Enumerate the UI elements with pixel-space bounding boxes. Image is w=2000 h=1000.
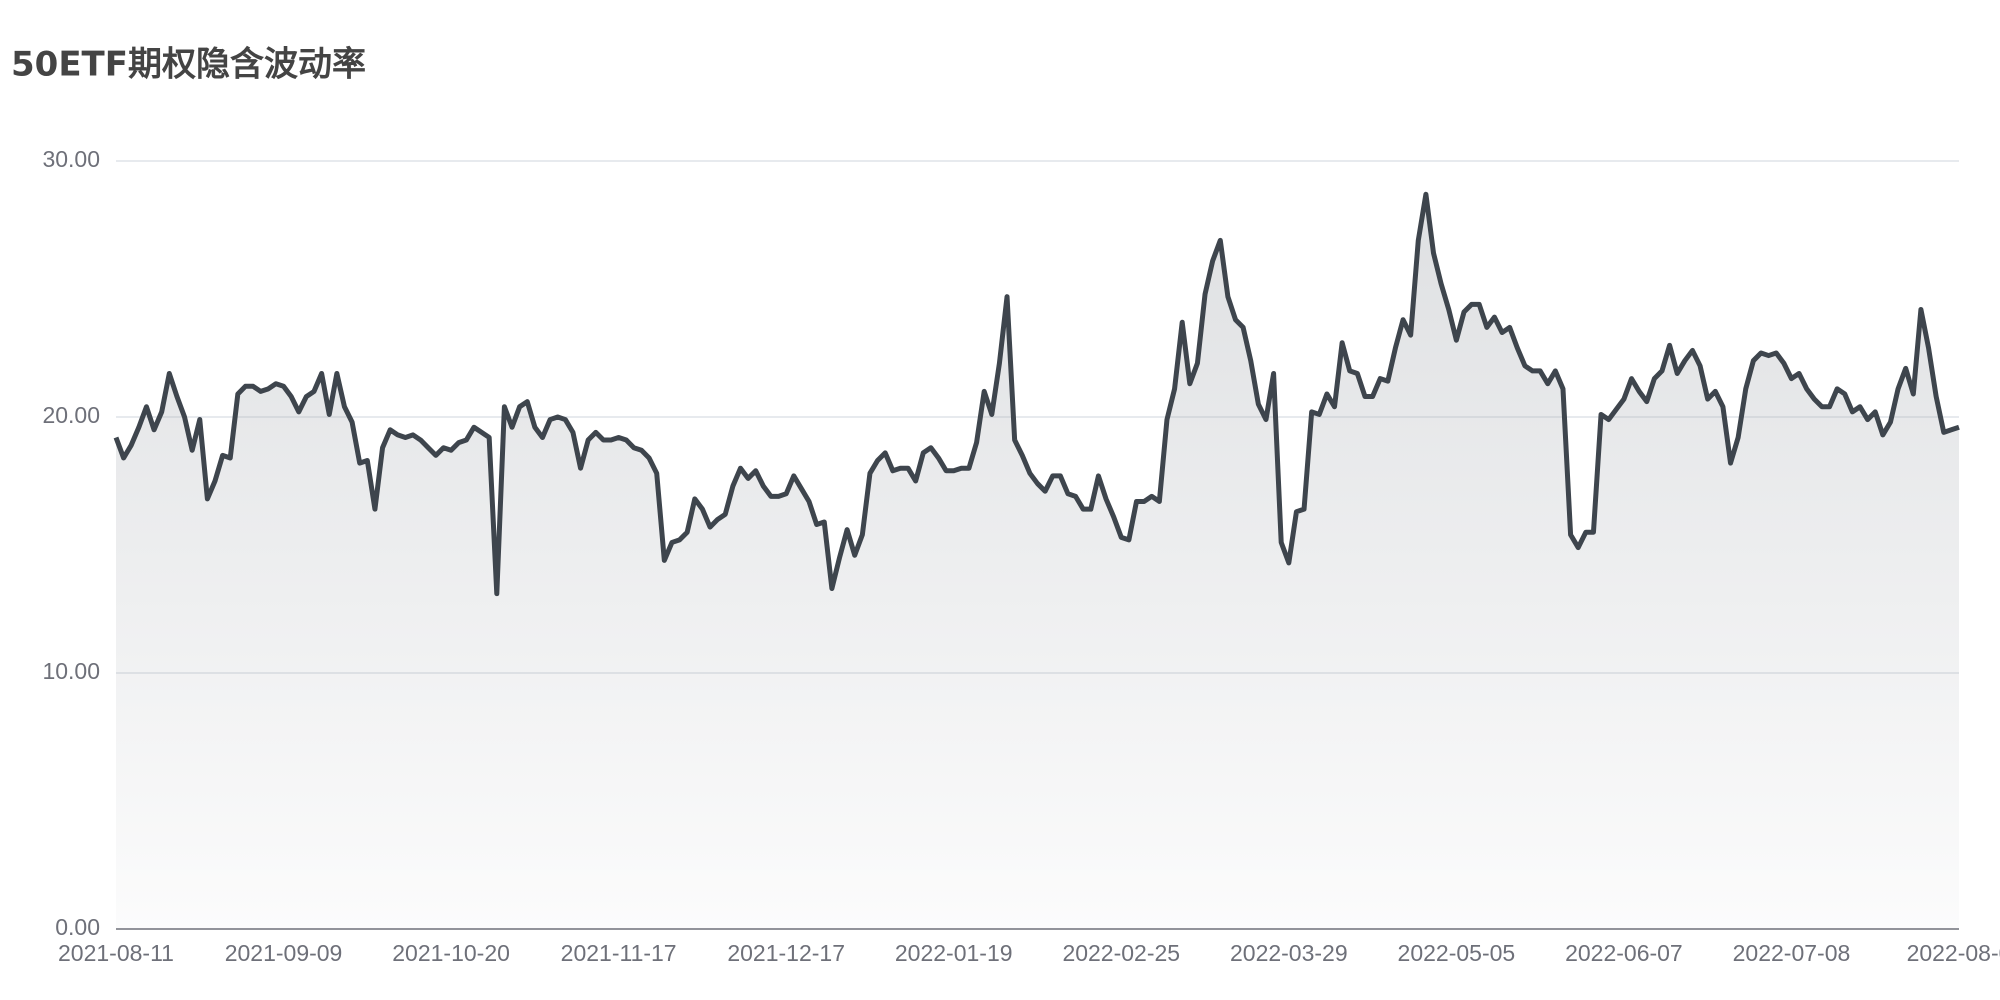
x-tick-label: 2021-10-20 [392,940,510,966]
x-tick-label: 2022-07-08 [1733,940,1851,966]
x-tick-label: 2021-08-11 [58,940,174,966]
y-tick-label: 30.00 [42,146,100,172]
x-tick-label: 2021-12-17 [727,940,845,966]
x-tick-label: 2022-01-19 [895,940,1013,966]
line [113,191,1960,597]
x-tick-label: 2021-09-09 [225,940,343,966]
y-tick-label: 0.00 [55,914,100,940]
chart-title: 50ETF期权隐含波动率 [11,45,366,85]
y-tick-label: 20.00 [42,402,100,428]
x-tick-label: 2022-06-07 [1565,940,1683,966]
x-tick-label: 2022-02-25 [1062,940,1180,966]
x-tick-label: 2022-03-29 [1230,940,1348,966]
area-fill [116,194,1959,929]
x-tick-label: 2022-08-0 [1907,940,2000,966]
x-tick-label: 2021-11-17 [561,940,677,966]
y-tick-label: 10.00 [42,658,100,684]
x-tick-label: 2022-05-05 [1398,940,1516,966]
